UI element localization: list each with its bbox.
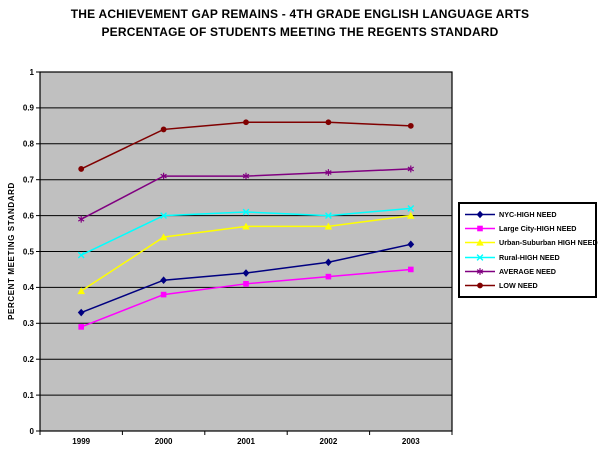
x-tick-label: 2003 xyxy=(402,437,420,446)
data-point-marker xyxy=(160,276,167,285)
legend-item: Rural-HIGH NEED xyxy=(465,253,593,262)
data-point-marker xyxy=(477,225,483,232)
series-low-need xyxy=(78,119,414,172)
data-point-marker xyxy=(476,210,484,218)
x-tick-label: 2001 xyxy=(237,437,255,446)
y-tick-label: 1 xyxy=(30,68,35,77)
series-rural-high-need xyxy=(77,205,415,259)
data-point-marker xyxy=(407,211,415,219)
chart-title-line-1: THE ACHIEVEMENT GAP REMAINS - 4TH GRADE … xyxy=(70,7,530,21)
series-average-need xyxy=(77,165,415,223)
data-point-marker xyxy=(159,233,168,241)
data-point-marker xyxy=(78,166,85,172)
data-point-marker xyxy=(407,240,415,249)
legend-label: LOW NEED xyxy=(499,281,538,291)
data-point-marker xyxy=(476,239,484,246)
data-point-marker xyxy=(407,205,415,212)
square-legend-marker-icon xyxy=(465,225,495,232)
legend-label: Urban-Suburban HIGH NEED xyxy=(499,238,598,248)
data-point-marker xyxy=(242,269,250,277)
chart-title-line-2: PERCENTAGE OF STUDENTS MEETING THE REGEN… xyxy=(101,25,499,39)
x-tick-label: 2000 xyxy=(155,437,173,446)
data-point-marker xyxy=(325,212,332,219)
data-point-marker xyxy=(476,268,484,275)
legend-item: LOW NEED xyxy=(465,281,593,290)
legend-item: Urban-Suburban HIGH NEED xyxy=(465,238,598,247)
y-axis: 0 0.1 0.2 0.3 0.4 0.5 0.6 0.7 0.8 0.9 1 xyxy=(23,68,40,436)
legend-item: AVERAGE NEED xyxy=(465,267,593,276)
y-tick-label: 0.5 xyxy=(23,247,35,256)
legend-item: Large City-HIGH NEED xyxy=(465,224,593,233)
series-large-city-high-need xyxy=(78,266,414,330)
legend-label: AVERAGE NEED xyxy=(499,266,556,276)
data-point-marker xyxy=(242,208,250,216)
data-point-marker xyxy=(325,258,332,267)
data-point-marker xyxy=(325,273,332,280)
data-point-marker xyxy=(160,172,167,180)
diamond-legend-marker-icon xyxy=(465,210,495,218)
x-tick-label: 1999 xyxy=(72,437,90,446)
y-tick-label: 0.6 xyxy=(23,211,35,220)
legend-label: Large City-HIGH NEED xyxy=(499,223,577,233)
data-point-marker xyxy=(242,222,250,230)
data-point-marker xyxy=(324,222,333,230)
data-point-marker xyxy=(325,119,332,126)
chart-title: THE ACHIEVEMENT GAP REMAINS - 4TH GRADE … xyxy=(0,5,600,41)
x-axis: 1999 2000 2001 2002 2003 xyxy=(39,431,453,446)
y-axis-title: PERCENT MEETING STANDARD xyxy=(7,182,16,320)
data-point-marker xyxy=(477,282,483,289)
circle-legend-marker-icon xyxy=(465,282,495,289)
data-point-marker xyxy=(407,122,414,129)
y-tick-label: 0 xyxy=(30,427,35,436)
legend-item: NYC-HIGH NEED xyxy=(465,210,593,219)
asterisk-legend-marker-icon xyxy=(465,268,495,275)
data-point-marker xyxy=(77,287,85,295)
x-legend-marker-icon xyxy=(465,253,495,261)
data-point-marker xyxy=(78,324,84,330)
series-nyc-high-need xyxy=(77,240,415,317)
data-point-marker xyxy=(160,126,167,133)
data-point-marker xyxy=(476,253,484,261)
triangle-legend-marker-icon xyxy=(465,239,495,246)
y-tick-label: 0.3 xyxy=(23,319,35,328)
data-point-marker xyxy=(77,251,85,259)
data-point-marker xyxy=(242,172,250,180)
y-tick-label: 0.1 xyxy=(23,391,35,400)
data-point-marker xyxy=(77,215,85,223)
data-point-marker xyxy=(407,165,415,173)
legend: NYC-HIGH NEED Large City-HIGH NEED Urban-S… xyxy=(458,202,598,298)
y-tick-label: 0.8 xyxy=(23,140,35,149)
data-point-marker xyxy=(325,169,332,176)
series-urban-suburban-high-need xyxy=(77,211,415,295)
y-tick-label: 0.4 xyxy=(23,283,35,292)
legend-label: NYC-HIGH NEED xyxy=(499,209,557,219)
gridlines xyxy=(40,71,452,396)
y-tick-label: 0.2 xyxy=(23,355,35,364)
data-point-marker xyxy=(160,212,167,219)
y-tick-label: 0.9 xyxy=(23,104,35,113)
y-tick-label: 0.7 xyxy=(23,176,35,185)
data-point-marker xyxy=(243,119,249,126)
legend-label: Rural-HIGH NEED xyxy=(499,252,560,262)
data-point-marker xyxy=(408,266,414,273)
x-tick-label: 2002 xyxy=(320,437,338,446)
data-point-marker xyxy=(243,281,249,287)
data-point-marker xyxy=(160,291,167,298)
data-point-marker xyxy=(77,308,85,317)
